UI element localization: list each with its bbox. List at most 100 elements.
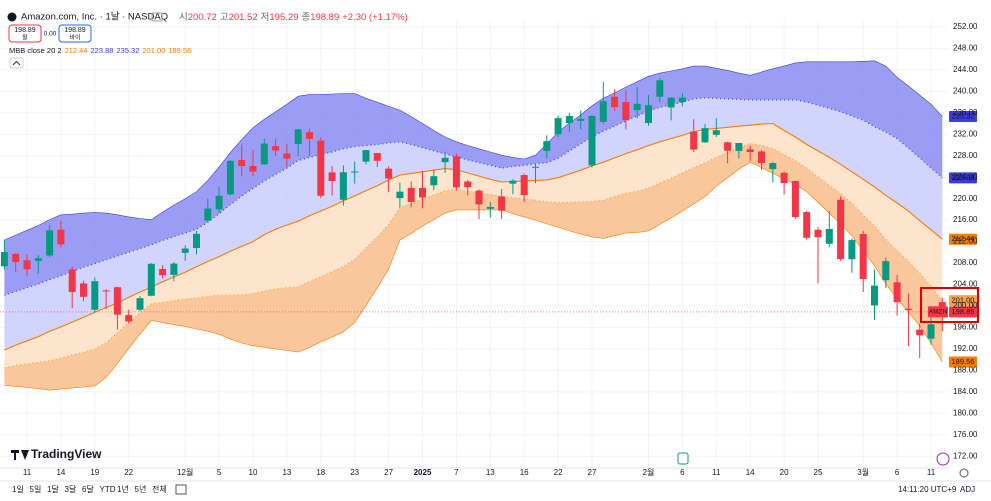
- candle-body: [91, 281, 99, 310]
- x-tick-label: 22: [124, 468, 133, 477]
- highlight-box: [920, 287, 979, 323]
- symbol-title: Amazon.com, Inc. · 1날 · NASDAQ: [21, 12, 168, 23]
- indicator-tag: [949, 233, 977, 245]
- y-tick-label: 192.00: [953, 344, 978, 353]
- y-tick-label: 212.00: [953, 237, 978, 246]
- candle-body: [238, 160, 246, 166]
- x-tick-label: 18: [316, 468, 325, 477]
- candle-body: [362, 150, 370, 162]
- indicator-tag: [949, 110, 977, 122]
- symbol-logo: [7, 12, 17, 22]
- ohlc-label: 종: [301, 12, 310, 23]
- indicator-title: MBB close 20 2: [9, 46, 62, 55]
- range-button[interactable]: 전체: [152, 484, 167, 494]
- candle-body: [215, 195, 223, 210]
- candle-body: [633, 103, 641, 111]
- ohlc-value: 200.72: [188, 12, 217, 23]
- candle-body: [814, 229, 822, 238]
- candle-body: [712, 130, 720, 135]
- x-tick-label: 2월: [643, 467, 655, 477]
- candle-body: [667, 97, 675, 108]
- candle-body: [577, 118, 585, 121]
- y-tick-label: 196.00: [953, 323, 978, 332]
- indicator-value: 212.44: [65, 46, 88, 55]
- range-button[interactable]: 1달: [47, 485, 59, 494]
- range-button[interactable]: 1일: [12, 485, 24, 494]
- candle-body: [339, 172, 347, 200]
- y-tick-label: 180.00: [953, 408, 978, 417]
- adj[interactable]: ADJ: [960, 485, 975, 494]
- candle-body: [724, 142, 732, 151]
- candle-body: [306, 132, 313, 139]
- candle-body: [565, 115, 573, 124]
- x-tick-label: 7: [454, 468, 459, 477]
- indicator-legend: MBB close 20 2 212.44 223.88 235.32 201.00 18…: [9, 46, 191, 55]
- candle-body: [837, 199, 845, 260]
- candle-body: [249, 165, 257, 172]
- clock: 14:11:20 UTC+9: [898, 485, 957, 494]
- candle-body: [385, 168, 393, 179]
- range-bar: 1일 5일 1달 3달 6달 YTD 1년 5년 전체: [12, 484, 167, 494]
- x-tick-label: 6: [680, 468, 685, 477]
- candle-body: [170, 263, 178, 275]
- candle-body: [46, 230, 54, 256]
- range-button[interactable]: 5일: [30, 485, 42, 494]
- sell-price: 198.89: [14, 27, 36, 34]
- band-line: [4, 142, 943, 369]
- x-tick-label: 19: [90, 468, 99, 477]
- range-button[interactable]: 1년: [117, 484, 129, 494]
- x-tick-label: 14: [746, 468, 755, 477]
- symbol-tag: [928, 306, 948, 318]
- x-tick-label: 5: [217, 468, 222, 477]
- candle-body: [181, 248, 189, 253]
- x-tick-label: 16: [520, 468, 529, 477]
- events-icon[interactable]: [936, 452, 950, 466]
- y-tick-label: 204.00: [953, 280, 978, 289]
- candle-body: [599, 101, 607, 122]
- y-tick-label: 220.00: [953, 194, 978, 203]
- candle-body: [464, 181, 472, 188]
- indicator-tag: [949, 295, 977, 307]
- candle-body: [351, 171, 359, 173]
- x-tick-label: 13: [282, 468, 291, 477]
- candle-body: [746, 149, 754, 153]
- calendar-icon[interactable]: [175, 484, 187, 495]
- candle-body: [791, 180, 799, 218]
- candle-body: [927, 324, 935, 339]
- indicator-tag-label: 201.00: [952, 296, 975, 305]
- candle-body: [645, 105, 652, 124]
- range-button[interactable]: 6달: [82, 485, 94, 494]
- candle-body: [622, 102, 630, 121]
- earnings-icon[interactable]: [677, 452, 689, 465]
- candle-body: [441, 157, 449, 163]
- y-tick-label: 208.00: [953, 258, 978, 267]
- icon[interactable]: [151, 12, 163, 22]
- y-tick-label: 236.00: [953, 108, 978, 117]
- y-tick-label: 216.00: [953, 215, 978, 224]
- settings-icon[interactable]: [959, 468, 969, 478]
- candle-body: [882, 261, 890, 281]
- candle-body: [272, 146, 280, 151]
- band-line: [4, 60, 943, 241]
- candle-body: [904, 308, 912, 310]
- candle-body: [871, 285, 878, 306]
- candle-body: [554, 118, 562, 135]
- candle-body: [769, 163, 777, 170]
- y-tick-label: 184.00: [953, 387, 978, 396]
- range-button[interactable]: 5년: [135, 484, 147, 494]
- ohlc-label: 저: [261, 12, 270, 23]
- ohlc-value: 201.52: [229, 12, 258, 23]
- x-tick-label: 11: [927, 468, 936, 477]
- range-button[interactable]: 3달: [65, 485, 77, 494]
- range-button[interactable]: YTD: [100, 485, 116, 494]
- band-fill: [4, 60, 943, 296]
- symbol-tag-label: AMZN: [929, 309, 948, 316]
- y-tick-label: 240.00: [953, 86, 978, 95]
- sell-button[interactable]: [8, 24, 42, 43]
- candle-body: [701, 128, 709, 143]
- x-tick-label: 20: [780, 468, 789, 477]
- buy-button[interactable]: [58, 24, 92, 43]
- collapse-button[interactable]: [9, 57, 24, 69]
- candle-body: [147, 263, 155, 296]
- candle-body: [283, 153, 291, 159]
